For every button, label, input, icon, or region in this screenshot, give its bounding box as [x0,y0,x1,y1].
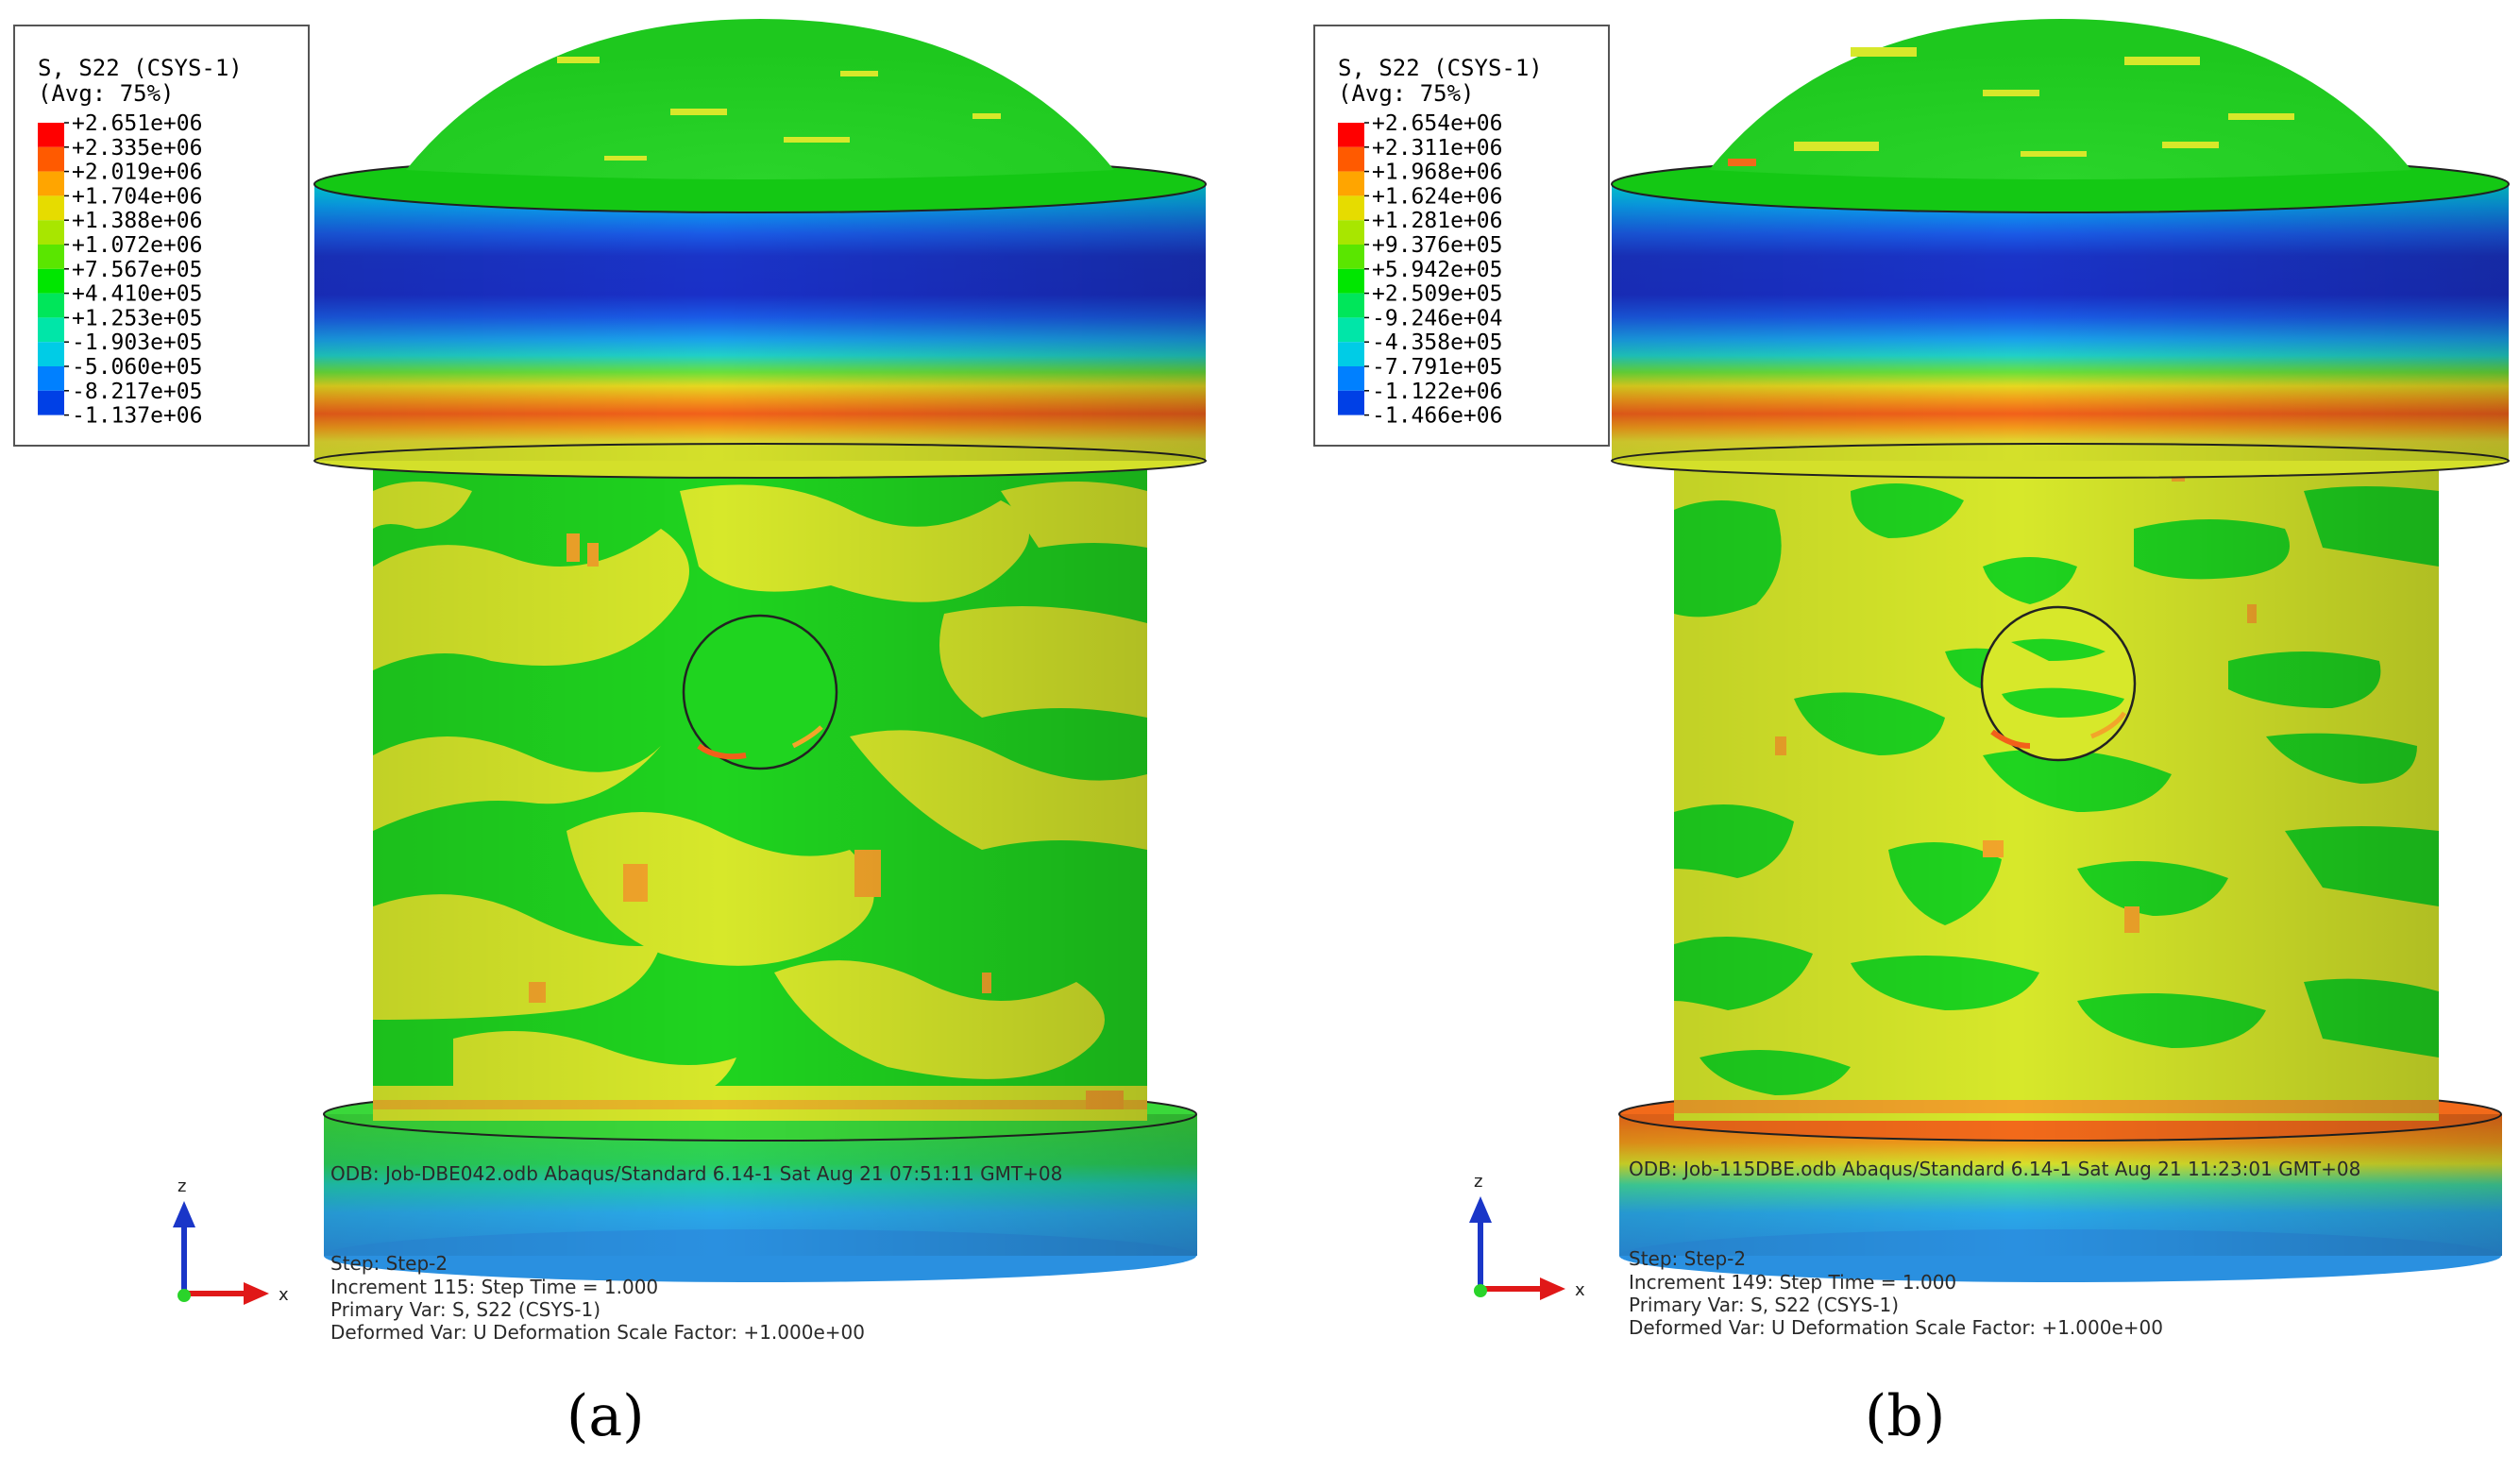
base-ring [1618,1087,2502,1282]
legend-value: +1.704e+06 [72,184,202,209]
legend-swatch [1338,342,1364,366]
increment-line: Increment 149: Step Time = 1.000 [1629,1271,1956,1294]
legend-value: +9.376e+05 [1372,233,1502,258]
axis-triad: z x [173,1176,289,1305]
legend-scale: +2.654e+06+2.311e+06+1.968e+06+1.624e+06… [1338,111,1502,429]
axis-triad: z x [1469,1172,1585,1300]
legend-swatch [1338,245,1364,269]
legend-value: -1.122e+06 [1372,380,1502,404]
legend-box: S, S22 (CSYS-1) (Avg: 75%) +2.654e+06+2.… [1313,25,1610,447]
legend-value: +2.311e+06 [1372,136,1502,161]
legend-box: S, S22 (CSYS-1) (Avg: 75%) +2.651e+06+2.… [13,25,310,447]
legend-swatch [38,171,64,196]
legend-value: +2.019e+06 [72,161,202,185]
legend-value: +2.509e+05 [1372,282,1502,307]
legend-swatch [38,123,64,147]
legend-swatch [38,245,64,269]
legend-swatch [1338,171,1364,196]
legend-swatch [1338,317,1364,343]
cylinder-body [1674,460,2439,1121]
legend-title: S, S22 (CSYS-1) [38,55,243,81]
deformed-var-line: Deformed Var: U Deformation Scale Factor… [330,1321,865,1344]
legend-value: +1.388e+06 [72,209,202,233]
dome-top [1709,19,2411,179]
legend-swatch [1338,293,1364,318]
legend-swatch [38,195,64,221]
cylinder-opening [682,614,838,770]
panel-caption: (b) [1865,1383,1945,1449]
legend-swatch [38,342,64,366]
increment-line: Increment 115: Step Time = 1.000 [330,1276,658,1298]
legend-swatch [38,366,64,391]
legend-value: +1.281e+06 [1372,209,1502,233]
cap-ring [313,155,1207,479]
legend-value: -8.217e+05 [72,380,202,404]
legend-title: S, S22 (CSYS-1) [1338,55,1543,81]
legend-value: +1.968e+06 [1372,161,1502,185]
legend-swatch [1338,123,1364,147]
legend-swatch [1338,195,1364,221]
cap-ring [1611,155,2510,479]
legend-value: +4.410e+05 [72,282,202,307]
deformed-var-line: Deformed Var: U Deformation Scale Factor… [1629,1316,2163,1339]
legend-swatch [38,293,64,318]
legend-swatch [38,317,64,343]
legend-swatch [38,268,64,294]
z-axis-label: z [1474,1172,1482,1192]
cylinder-body [373,460,1147,1121]
legend-swatch [38,220,64,245]
legend-value: +2.335e+06 [72,136,202,161]
info-block: ODB: Job-115DBE.odb Abaqus/Standard 6.14… [1629,1158,2360,1339]
legend-swatch [1338,366,1364,391]
legend-subtitle: (Avg: 75%) [1338,80,1475,107]
x-axis-label: x [1575,1280,1585,1300]
step-line: Step: Step-2 [330,1252,448,1275]
x-axis-label: x [279,1285,289,1305]
legend-swatch [1338,390,1364,415]
legend-value: +1.072e+06 [72,233,202,258]
panel-a: S, S22 (CSYS-1) (Avg: 75%) +2.651e+06+2.… [13,19,1207,1449]
primary-var-line: Primary Var: S, S22 (CSYS-1) [330,1298,600,1321]
panel-caption: (a) [567,1383,645,1449]
legend-value: +7.567e+05 [72,258,202,282]
step-line: Step: Step-2 [1629,1247,1746,1270]
dome-top [406,19,1114,179]
legend-swatch [1338,268,1364,294]
legend-swatch [1338,146,1364,172]
legend-value: +2.651e+06 [72,111,202,136]
z-axis-label: z [178,1176,186,1196]
legend-value: -4.358e+05 [1372,330,1502,355]
legend-value: +1.624e+06 [1372,184,1502,209]
legend-swatch [1338,220,1364,245]
odb-line: ODB: Job-115DBE.odb Abaqus/Standard 6.14… [1629,1158,2360,1180]
legend-value: -5.060e+05 [72,355,202,380]
panel-b: S, S22 (CSYS-1) (Avg: 75%) +2.654e+06+2.… [1313,19,2510,1449]
legend-value: +1.253e+05 [72,306,202,330]
legend-value: -1.466e+06 [1372,404,1502,429]
legend-scale: +2.651e+06+2.335e+06+2.019e+06+1.704e+06… [38,111,202,429]
legend-value: -1.137e+06 [72,404,202,429]
cylinder-opening [1980,605,2137,762]
legend-value: +5.942e+05 [1372,258,1502,282]
primary-var-line: Primary Var: S, S22 (CSYS-1) [1629,1294,1899,1316]
legend-subtitle: (Avg: 75%) [38,80,175,107]
legend-value: +2.654e+06 [1372,111,1502,136]
odb-line: ODB: Job-DBE042.odb Abaqus/Standard 6.14… [330,1162,1062,1185]
legend-swatch [38,390,64,415]
legend-value: -7.791e+05 [1372,355,1502,380]
legend-swatch [38,146,64,172]
info-block: ODB: Job-DBE042.odb Abaqus/Standard 6.14… [330,1162,1062,1344]
legend-value: -1.903e+05 [72,330,202,355]
legend-value: -9.246e+04 [1372,306,1502,330]
